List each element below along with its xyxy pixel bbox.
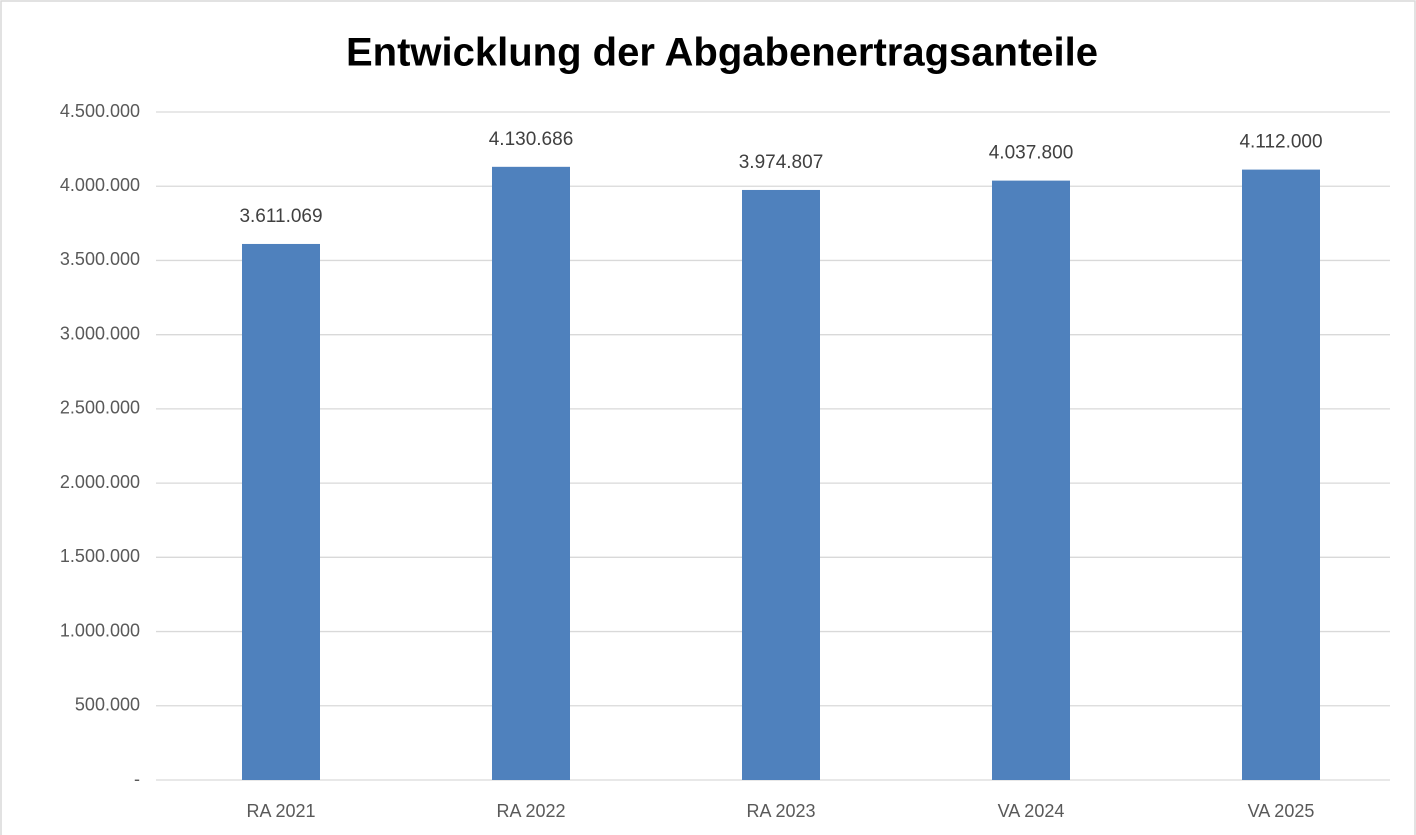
y-tick-label: - bbox=[134, 769, 140, 789]
value-label: 4.130.686 bbox=[489, 129, 574, 150]
x-tick-label: RA 2021 bbox=[246, 801, 315, 821]
bar bbox=[992, 180, 1070, 780]
x-tick-label: RA 2022 bbox=[496, 801, 565, 821]
x-tick-label: RA 2023 bbox=[746, 801, 815, 821]
bar bbox=[492, 166, 570, 780]
bar bbox=[1242, 169, 1320, 781]
y-tick-label: 4.000.000 bbox=[60, 175, 140, 195]
y-tick-label: 2.500.000 bbox=[60, 398, 140, 418]
value-label: 4.037.800 bbox=[989, 143, 1074, 164]
chart-title: Entwicklung der Abgabenertragsanteile bbox=[346, 31, 1098, 75]
value-label: 3.611.069 bbox=[239, 206, 322, 227]
y-tick-label: 1.000.000 bbox=[60, 620, 140, 640]
value-label: 4.112.000 bbox=[1239, 132, 1322, 153]
y-tick-label: 3.500.000 bbox=[60, 249, 140, 269]
x-tick-label: VA 2024 bbox=[998, 801, 1065, 821]
y-tick-label: 500.000 bbox=[75, 695, 140, 715]
y-tick-label: 1.500.000 bbox=[60, 546, 140, 566]
y-tick-label: 4.500.000 bbox=[60, 101, 140, 121]
value-label: 3.974.807 bbox=[739, 152, 824, 173]
bar bbox=[242, 243, 320, 781]
bar bbox=[742, 189, 820, 781]
x-tick-label: VA 2025 bbox=[1248, 801, 1315, 821]
y-tick-label: 3.000.000 bbox=[60, 323, 140, 343]
y-tick-label: 2.000.000 bbox=[60, 472, 140, 492]
